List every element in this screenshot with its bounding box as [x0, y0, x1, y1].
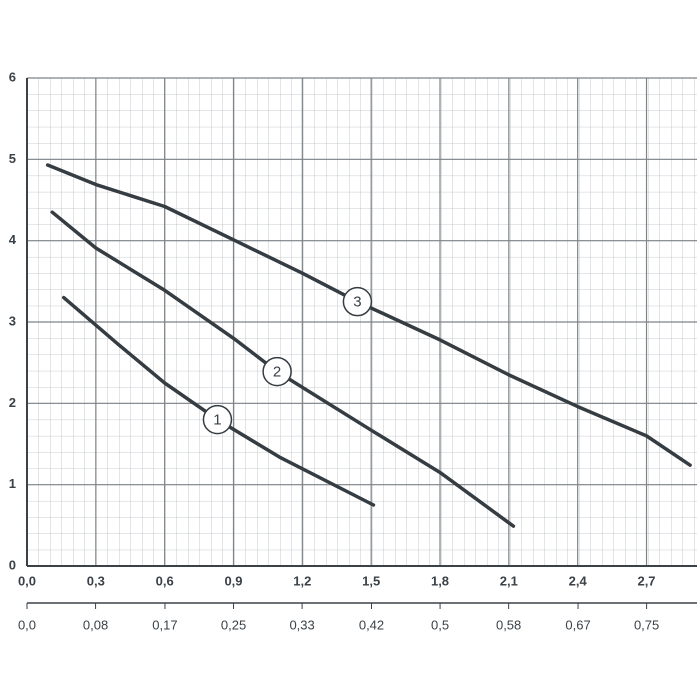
curve-label: 1 [213, 412, 221, 429]
x-tick-label: 2,7 [637, 573, 655, 588]
curve-label: 3 [353, 294, 361, 311]
x-tick-label: 0,3 [87, 573, 105, 588]
y-tick-label: 2 [9, 395, 16, 410]
x-tick-label: 1,2 [293, 573, 311, 588]
y-tick-label: 4 [9, 232, 17, 247]
x2-tick-label: 0,08 [83, 617, 108, 632]
x-tick-label: 0,0 [18, 573, 36, 588]
y-tick-label: 1 [9, 476, 16, 491]
x2-tick-label: 0,67 [565, 617, 590, 632]
curve-label-circle [342, 286, 373, 317]
x2-tick-label: 0,33 [289, 617, 314, 632]
x2-tick-label: 0,25 [221, 617, 246, 632]
curve-label-circle [262, 356, 292, 387]
x-tick-label: 2,4 [569, 573, 588, 588]
x-tick-label: 1,5 [362, 573, 380, 588]
x-tick-label: 2,1 [500, 573, 518, 588]
x-tick-label: 0,6 [156, 573, 174, 588]
x2-tick-label: 0,42 [359, 617, 384, 632]
x2-tick-label: 0,17 [152, 617, 177, 632]
curve-label: 2 [273, 364, 281, 381]
x2-tick-label: 0,5 [431, 617, 449, 632]
x-tick-label: 1,8 [431, 573, 449, 588]
curve-label-circle [202, 404, 233, 435]
y-tick-label: 3 [9, 313, 16, 328]
x2-tick-label: 0,0 [18, 617, 36, 632]
curve [61, 295, 376, 507]
y-tick-label: 5 [9, 151, 16, 166]
x2-tick-label: 0,58 [496, 617, 521, 632]
y-tick-label: 0 [9, 557, 16, 572]
x2-tick-label: 0,75 [634, 617, 659, 632]
x-tick-label: 0,9 [224, 573, 242, 588]
curve [50, 210, 516, 528]
y-tick-label: 6 [9, 69, 16, 84]
